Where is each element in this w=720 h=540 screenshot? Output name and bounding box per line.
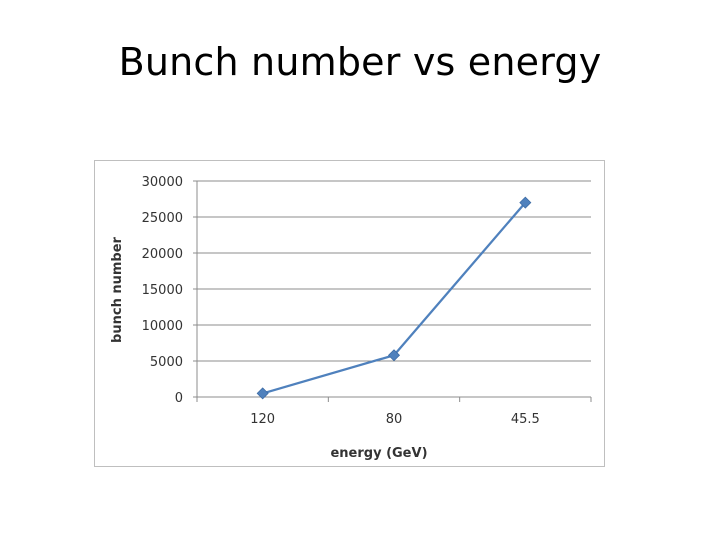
y-tick-label: 25000 [142,211,183,226]
slide-title: Bunch number vs energy [118,40,602,84]
data-point-marker [387,349,401,362]
series-layer [256,196,532,400]
y-tick-label: 0 [175,391,183,406]
line-chart: 0 5000 10000 15000 20000 25000 30000 120 80 45.5… [110,175,592,461]
y-tick-label: 20000 [142,247,183,262]
y-tick-label: 15000 [142,283,183,298]
y-tick-label: 30000 [142,175,183,190]
y-tick-label: 10000 [142,319,183,334]
x-tick-label: 45.5 [511,412,540,427]
series-line [262,201,527,395]
axes [193,180,592,402]
y-tick-label: 5000 [150,355,183,370]
x-tick-label: 80 [386,412,403,427]
y-tick-labels: 0 5000 10000 15000 20000 25000 30000 [142,175,183,406]
data-point-marker [519,196,532,209]
x-tick-labels: 120 80 45.5 [250,412,540,427]
gridlines [197,180,591,362]
x-tick-label: 120 [250,412,275,427]
chart-frame: 0 5000 10000 15000 20000 25000 30000 120 80 45.5… [94,160,605,467]
data-point-marker [256,387,269,400]
x-axis-title: energy (GeV) [330,446,427,461]
y-axis-title: bunch number [110,236,125,342]
